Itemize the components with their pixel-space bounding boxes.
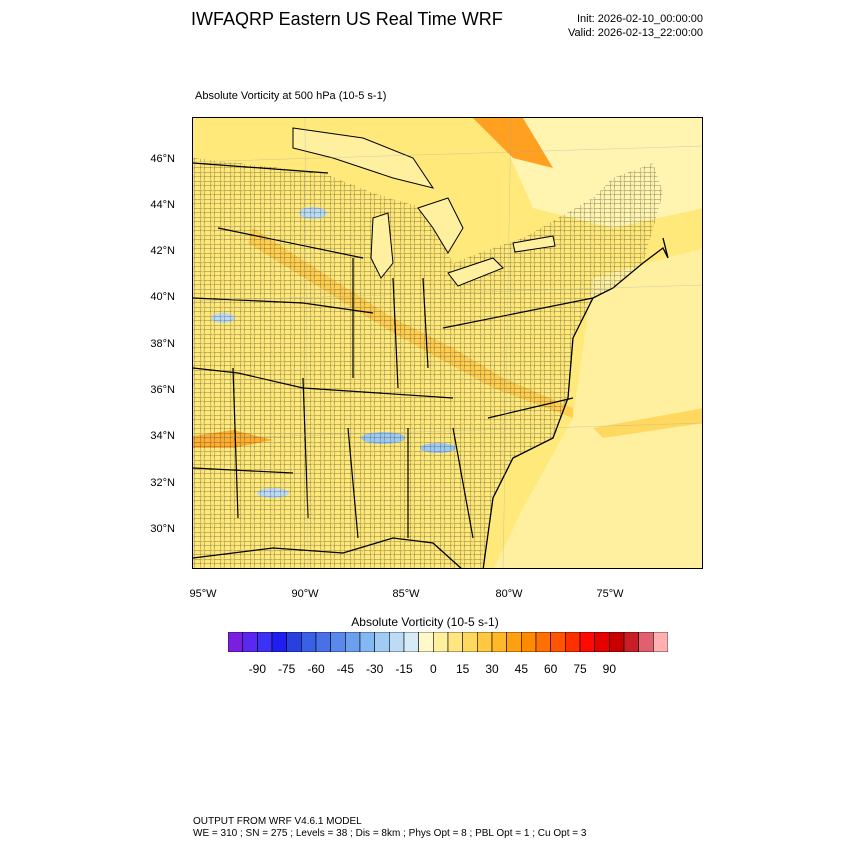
lat-label: 46°N (150, 153, 175, 165)
atlantic-field (493, 248, 702, 568)
colorbar-swatch (623, 632, 639, 652)
atlantic-coastline (482, 237, 669, 568)
vorticity-map (192, 117, 703, 569)
colorbar-swatch (315, 632, 331, 652)
lake-erie (447, 257, 504, 287)
lat-label: 42°N (150, 245, 175, 257)
colorbar-swatch (301, 632, 317, 652)
colorbar-title: Absolute Vorticity (10-5 s-1) (351, 615, 499, 629)
lake-michigan (370, 212, 394, 279)
lat-label: 34°N (150, 430, 175, 442)
colorbar-tick-label: 30 (485, 662, 499, 676)
lon-label: 95°W (189, 588, 217, 600)
lake-huron (417, 197, 464, 254)
colorbar-swatch (609, 632, 625, 652)
colorbar-swatch (565, 632, 581, 652)
gulf-coastline (193, 537, 462, 568)
colorbar-swatch (594, 632, 610, 652)
colorbar-swatch (579, 632, 595, 652)
colorbar-swatch (359, 632, 375, 652)
colorbar-swatch (506, 632, 522, 652)
lon-label: 75°W (596, 588, 624, 600)
colorbar-swatch (345, 632, 361, 652)
lat-label: 32°N (150, 477, 175, 489)
lat-label: 38°N (150, 338, 175, 350)
colorbar-swatch (389, 632, 405, 652)
colorbar-tick-label: 15 (455, 662, 470, 676)
lake-superior (292, 127, 435, 189)
colorbar-swatch (286, 632, 302, 652)
colorbar-swatch (638, 632, 654, 652)
lon-label: 80°W (495, 588, 523, 600)
lon-label: 85°W (392, 588, 420, 600)
colorbar-swatch (550, 632, 566, 652)
colorbar-swatch (330, 632, 346, 652)
colorbar-swatch (403, 632, 419, 652)
init-time: Init: 2026-02-10_00:00:00 (577, 13, 703, 25)
lake-ontario (512, 235, 556, 253)
colorbar-swatch (535, 632, 551, 652)
colorbar (228, 632, 668, 652)
colorbar-swatch (491, 632, 507, 652)
lat-label: 44°N (150, 199, 175, 211)
valid-time: Valid: 2026-02-13_22:00:00 (568, 27, 703, 39)
colorbar-swatch (521, 632, 537, 652)
colorbar-swatch (433, 632, 449, 652)
colorbar-swatch (271, 632, 287, 652)
colorbar-tick-label: 45 (514, 662, 528, 676)
plot-title: IWFAQRP Eastern US Real Time WRF (191, 9, 503, 29)
colorbar-tick-label: 0 (429, 662, 437, 676)
footer-model: OUTPUT FROM WRF V4.6.1 MODEL (193, 816, 362, 827)
colorbar-swatch (242, 632, 258, 652)
colorbar-tick-label: 60 (543, 662, 558, 676)
lon-label: 90°W (291, 588, 319, 600)
colorbar-swatch (374, 632, 390, 652)
graticule (193, 118, 702, 568)
colorbar-tick-label: -60 (307, 662, 325, 676)
field-label: Absolute Vorticity at 500 hPa (10-5 s-1) (195, 90, 387, 102)
colorbar-tick-label: -45 (336, 662, 354, 676)
colorbar-tick-label: -90 (248, 662, 266, 676)
colorbar-tick-label: -15 (395, 662, 413, 676)
colorbar-tick-label: 90 (602, 662, 616, 676)
colorbar-swatch (653, 632, 668, 652)
vorticity-max-north (473, 118, 553, 168)
colorbar-swatch (477, 632, 493, 652)
colorbar-swatch (418, 632, 434, 652)
map-canvas (193, 118, 702, 568)
colorbar-swatch (257, 632, 273, 652)
colorbar-tick-label: -30 (365, 662, 384, 676)
lat-label: 36°N (150, 384, 175, 396)
colorbar-swatch (462, 632, 478, 652)
colorbar-tick-label: 75 (573, 662, 587, 676)
vorticity-band-east (593, 408, 702, 438)
colorbar-swatch (447, 632, 463, 652)
lat-label: 40°N (150, 291, 175, 303)
colorbar-swatch (228, 632, 243, 652)
colorbar-tick-label: -75 (277, 662, 296, 676)
footer-config: WE = 310 ; SN = 275 ; Levels = 38 ; Dis … (193, 828, 587, 839)
lat-label: 30°N (150, 523, 175, 535)
